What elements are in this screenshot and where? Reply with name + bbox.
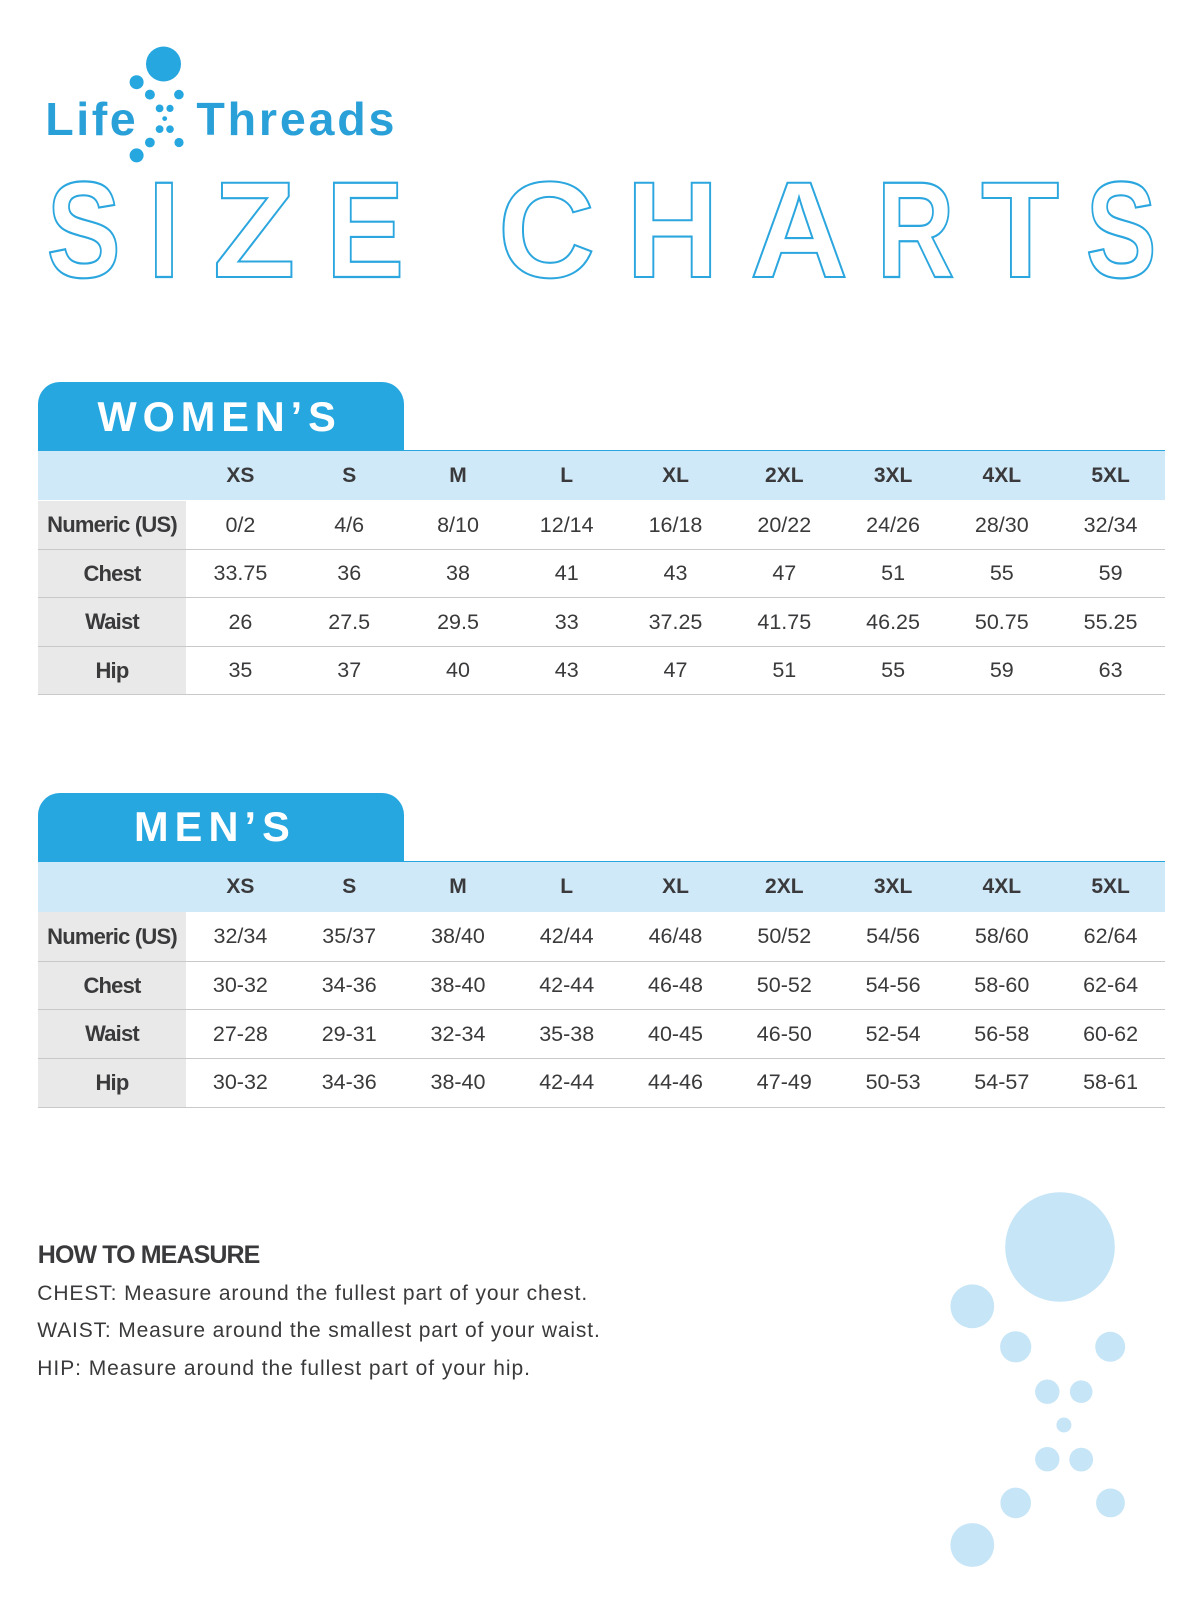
svg-text:Z: Z	[213, 153, 295, 306]
svg-text:A: A	[750, 153, 848, 307]
svg-text:T: T	[981, 154, 1059, 307]
svg-text:H: H	[626, 154, 718, 307]
svg-text:S: S	[47, 154, 121, 307]
svg-text:I: I	[148, 154, 179, 306]
svg-text:Threads: Threads	[196, 93, 397, 145]
svg-text:S: S	[1086, 153, 1157, 306]
svg-text:E: E	[326, 153, 404, 306]
svg-text:Life: Life	[45, 93, 138, 145]
svg-text:C: C	[498, 153, 595, 306]
svg-text:R: R	[877, 154, 955, 307]
